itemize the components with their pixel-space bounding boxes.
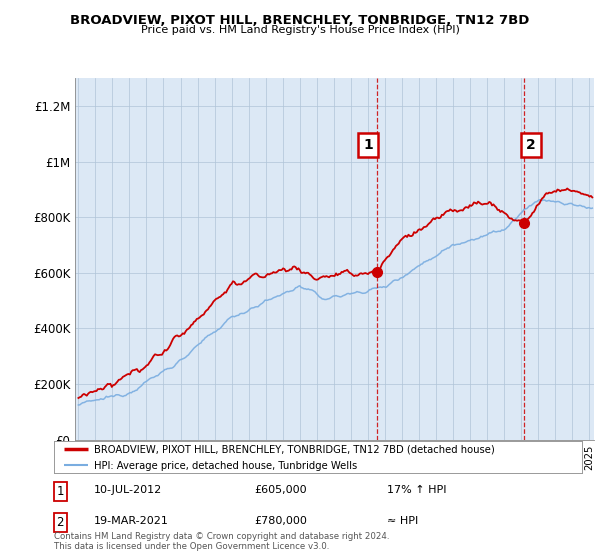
Text: 1: 1	[364, 138, 373, 152]
Text: Price paid vs. HM Land Registry's House Price Index (HPI): Price paid vs. HM Land Registry's House …	[140, 25, 460, 35]
Text: 1: 1	[56, 485, 64, 498]
Text: 10-JUL-2012: 10-JUL-2012	[94, 485, 162, 495]
Text: 2: 2	[526, 138, 536, 152]
Text: £780,000: £780,000	[254, 516, 308, 526]
Text: HPI: Average price, detached house, Tunbridge Wells: HPI: Average price, detached house, Tunb…	[94, 461, 357, 471]
Text: Contains HM Land Registry data © Crown copyright and database right 2024.
This d: Contains HM Land Registry data © Crown c…	[54, 532, 389, 552]
Bar	[377, 78, 524, 440]
Text: £605,000: £605,000	[254, 485, 307, 495]
Text: BROADVIEW, PIXOT HILL, BRENCHLEY, TONBRIDGE, TN12 7BD (detached house): BROADVIEW, PIXOT HILL, BRENCHLEY, TONBRI…	[94, 445, 494, 455]
Text: ≈ HPI: ≈ HPI	[386, 516, 418, 526]
Text: 19-MAR-2021: 19-MAR-2021	[94, 516, 169, 526]
Text: BROADVIEW, PIXOT HILL, BRENCHLEY, TONBRIDGE, TN12 7BD: BROADVIEW, PIXOT HILL, BRENCHLEY, TONBRI…	[70, 14, 530, 27]
Text: 17% ↑ HPI: 17% ↑ HPI	[386, 485, 446, 495]
Text: 2: 2	[56, 516, 64, 529]
